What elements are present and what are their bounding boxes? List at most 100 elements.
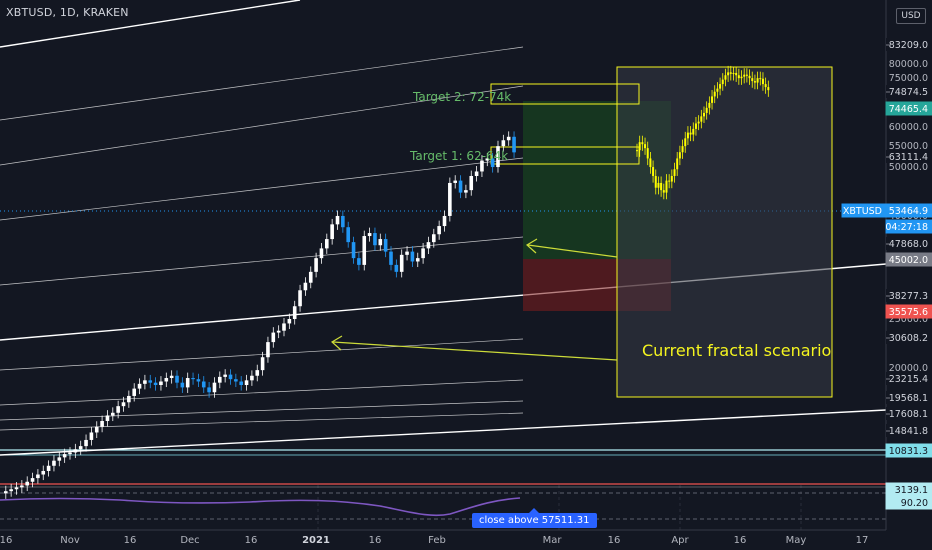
candle	[496, 140, 500, 173]
price-badge: 14841.8	[886, 424, 932, 437]
candle	[458, 175, 463, 199]
svg-text:74465.4: 74465.4	[889, 104, 928, 115]
candle	[378, 233, 383, 251]
candle	[25, 476, 29, 492]
y-tick-label: 80000.0	[889, 59, 928, 70]
fractal-candle	[711, 89, 714, 110]
price-badge: 74465.4	[885, 101, 932, 116]
candle	[346, 221, 350, 248]
candle	[421, 242, 425, 264]
candle	[351, 236, 356, 264]
price-axis[interactable]: 80000.075000.070000.060000.055000.050000…	[841, 0, 932, 550]
price-badge: 47868.0	[886, 237, 932, 250]
candle	[57, 451, 62, 467]
fractal-candle	[735, 66, 738, 82]
candle	[148, 374, 153, 389]
candle	[244, 374, 249, 391]
price-badge: 74874.5	[886, 85, 932, 98]
candle	[9, 483, 13, 497]
candle	[137, 378, 142, 395]
x-tick-label: 17	[856, 535, 869, 546]
currency-button[interactable]: USD	[896, 8, 926, 24]
target1-label: Target 1: 62-64k	[409, 149, 508, 163]
candle	[164, 372, 169, 388]
projection-arrows	[330, 238, 618, 361]
price-badge: 17608.1	[886, 407, 932, 420]
candle	[266, 336, 270, 363]
candle	[490, 153, 495, 173]
price-badge: 45002.0	[885, 252, 932, 267]
candle	[143, 374, 147, 390]
candle	[415, 252, 420, 268]
price-candles	[4, 131, 516, 499]
svg-text:45002.0: 45002.0	[889, 255, 928, 266]
candle	[330, 218, 334, 245]
fractal-candle	[670, 169, 673, 189]
fractal-candle	[657, 176, 660, 195]
fractal-candle	[681, 139, 684, 159]
x-tick-label: May	[786, 535, 807, 546]
candle	[362, 230, 367, 271]
candle	[239, 376, 243, 391]
candle	[394, 259, 399, 278]
candle	[62, 448, 67, 463]
candle	[405, 246, 409, 261]
candle	[276, 325, 281, 339]
oscillator-line	[0, 497, 521, 517]
candle	[255, 364, 260, 382]
x-tick-label: Apr	[671, 535, 689, 546]
fractal-candle	[716, 82, 719, 99]
candle	[185, 372, 190, 393]
candle	[169, 370, 174, 384]
x-tick-label: Nov	[60, 535, 80, 546]
candle	[303, 277, 308, 296]
candle	[191, 372, 195, 385]
time-axis[interactable]: 16 Nov 16 Dec 16 2021 16 Feb Mar 16 Apr 16 May 17	[0, 529, 886, 546]
candle	[341, 210, 345, 233]
candle	[89, 427, 94, 446]
x-tick-label: Mar	[543, 535, 563, 546]
candle	[335, 210, 340, 230]
fractal-box[interactable]	[616, 66, 833, 398]
svg-text:XBTUSD: XBTUSD	[843, 206, 882, 217]
fractal-candle	[705, 101, 708, 120]
y-tick-label: 75000.0	[889, 73, 928, 84]
fractal-candle	[740, 70, 743, 85]
fractal-candle	[767, 80, 770, 97]
fractal-label: Current fractal scenario	[642, 341, 831, 360]
alert-label[interactable]: close above 57511.31	[472, 508, 597, 528]
svg-text:19568.1: 19568.1	[889, 393, 928, 404]
candle	[271, 327, 276, 348]
x-tick-label: Feb	[428, 535, 446, 546]
candle	[78, 440, 83, 455]
candle	[212, 377, 217, 398]
candle	[383, 233, 388, 258]
fractal-candle	[732, 66, 735, 81]
fractal-candle	[713, 85, 716, 104]
fractal-candle	[753, 74, 756, 90]
price-badge: 3139.1	[885, 482, 932, 497]
candle	[506, 131, 511, 146]
trend-lines	[0, 0, 886, 456]
price-badge: 04:27:18	[885, 219, 932, 234]
y-tick-label: 20000.0	[889, 363, 928, 374]
candle	[52, 455, 56, 472]
fractal-candle	[719, 77, 722, 96]
candle	[464, 184, 468, 199]
candle	[100, 415, 104, 433]
target2-box[interactable]	[490, 83, 640, 105]
x-tick-label: 16	[608, 535, 621, 546]
x-tick-label: 16	[0, 535, 12, 546]
fractal-candle	[678, 145, 681, 166]
candle	[116, 400, 120, 419]
fractal-candle	[646, 141, 649, 166]
fractal-candle	[649, 151, 652, 174]
candle	[121, 396, 126, 412]
price-badge: 30608.2	[886, 331, 932, 344]
target1-box[interactable]	[490, 146, 640, 165]
fractal-candle	[673, 162, 676, 183]
fractal-candle	[708, 96, 711, 115]
y-tick-label: 55000.0	[889, 141, 928, 152]
fractal-candle	[748, 69, 751, 85]
